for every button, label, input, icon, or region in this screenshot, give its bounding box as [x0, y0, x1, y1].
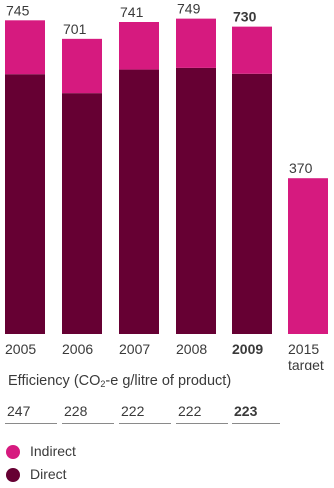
efficiency-value-2007: 222	[119, 402, 171, 424]
legend-label-direct: Direct	[30, 466, 67, 482]
category-label-2008: 2008	[176, 341, 207, 357]
legend-swatch-direct	[6, 468, 20, 482]
bar-indirect-2005	[5, 20, 45, 75]
category-label-2005: 2005	[5, 341, 36, 357]
legend-swatch-indirect	[6, 445, 20, 459]
total-label-2008: 749	[177, 1, 201, 17]
category-label-2015-line2: target	[288, 357, 324, 370]
total-label-2009: 730	[233, 9, 257, 25]
efficiency-value-2008: 222	[176, 402, 228, 424]
bar-direct-2009	[232, 73, 272, 334]
bar-indirect-2007	[119, 22, 159, 70]
legend-label-indirect: Indirect	[30, 443, 76, 459]
efficiency-value-2009: 223	[232, 402, 280, 424]
total-label-2007: 741	[120, 4, 144, 20]
total-label-2015: 370	[289, 160, 313, 176]
bar-indirect-2006	[62, 38, 102, 94]
bar-direct-2006	[62, 93, 102, 334]
category-label-2006: 2006	[62, 341, 93, 357]
bar-indirect-2009	[232, 26, 272, 74]
efficiency-value-2006: 228	[62, 402, 114, 424]
efficiency-row: 247 228 222 222 223	[0, 402, 334, 426]
total-label-2006: 701	[63, 21, 87, 37]
emissions-bar-chart: 745 2005 701 2006 741 2007 749 2008 730 2009 370 20…	[5, 1, 328, 370]
bar-direct-2007	[119, 69, 159, 334]
efficiency-value-2005: 247	[5, 402, 57, 424]
efficiency-title: Efficiency (CO2-e g/litre of product)	[8, 373, 232, 389]
bar-indirect-2008	[176, 18, 216, 68]
bar-direct-2008	[176, 67, 216, 334]
category-label-2009: 2009	[232, 341, 263, 357]
total-label-2005: 745	[6, 2, 30, 18]
category-label-2015: 2015	[288, 341, 319, 357]
bar-direct-2005	[5, 74, 45, 335]
category-label-2007: 2007	[119, 341, 150, 357]
bar-indirect-2015	[288, 178, 328, 334]
